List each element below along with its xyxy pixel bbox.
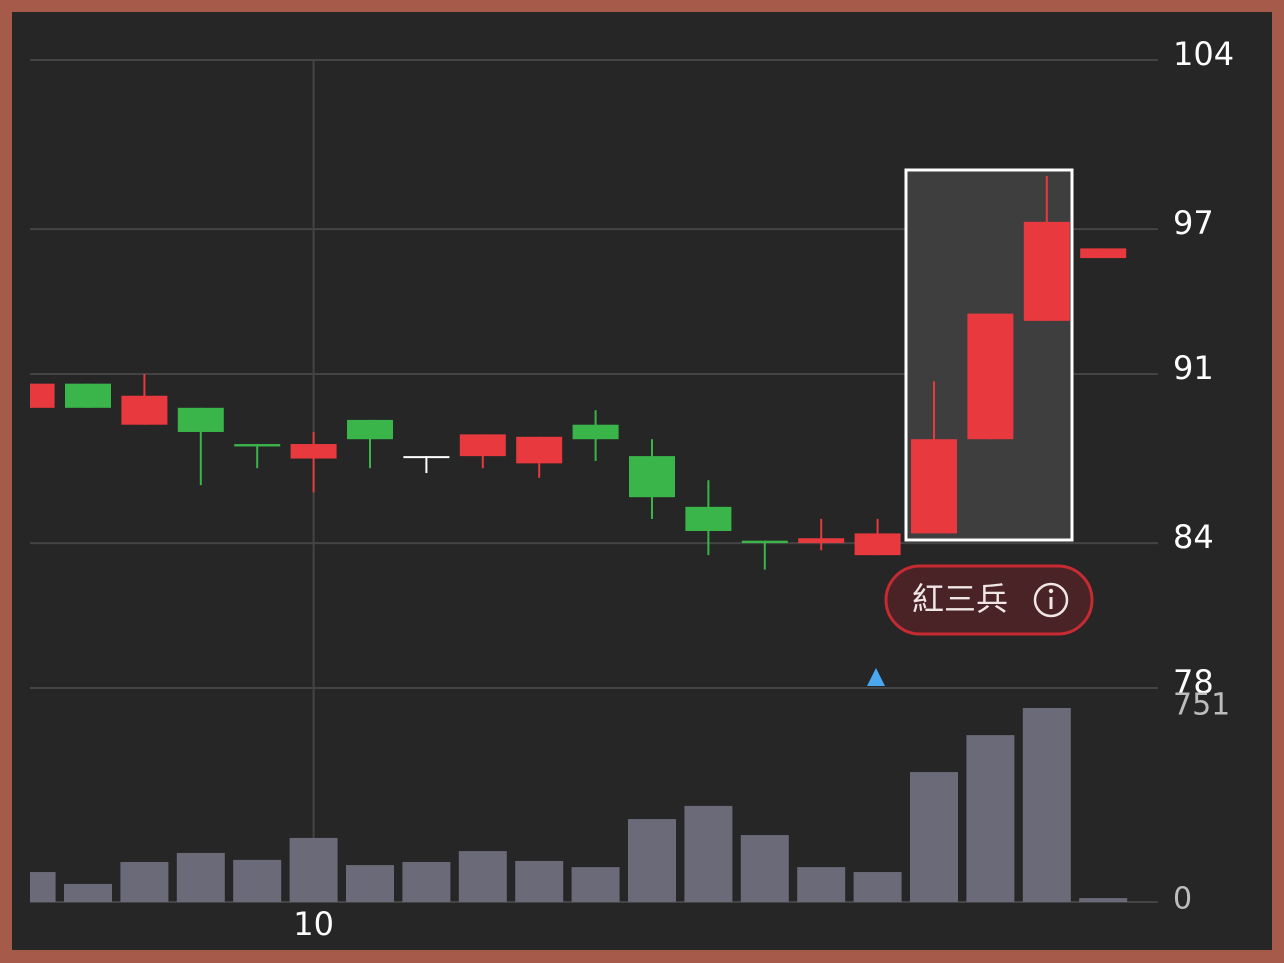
- candle-body: [572, 424, 619, 440]
- volume-bar: [176, 852, 225, 902]
- y-tick-label: 84: [1173, 518, 1214, 556]
- volume-tick-label: 0: [1173, 882, 1192, 917]
- volume-bar: [30, 872, 56, 902]
- volume-bar: [966, 735, 1015, 902]
- volume-bar: [346, 865, 394, 902]
- volume-bar: [853, 872, 902, 902]
- pattern-name: 紅三兵: [912, 580, 1008, 618]
- candle-body: [121, 395, 168, 425]
- volume-bar: [1022, 708, 1071, 902]
- y-tick-label: 97: [1173, 204, 1214, 242]
- volume-bar: [571, 867, 620, 902]
- candle-body: [516, 436, 563, 464]
- volume-bar: [684, 805, 733, 902]
- candle-body: [741, 540, 788, 544]
- y-tick-label: 91: [1173, 349, 1214, 387]
- candle-body: [1023, 221, 1070, 321]
- candles: [30, 175, 1127, 570]
- candle-body: [854, 533, 901, 556]
- volume-bar: [458, 851, 507, 902]
- volume-bar: [910, 772, 958, 902]
- volume-bar: [233, 859, 282, 902]
- volume-bar: [628, 819, 676, 902]
- candle-body: [459, 434, 506, 457]
- volume-bar: [515, 860, 564, 902]
- candle-body: [685, 506, 732, 531]
- volume-bar: [120, 861, 169, 902]
- volume-tick-label: 751: [1173, 688, 1230, 723]
- volume-bar: [740, 835, 789, 902]
- candle-body: [290, 444, 337, 459]
- candle-body: [1080, 248, 1127, 259]
- volume-bar: [1079, 898, 1128, 902]
- x-tick-label: 10: [293, 905, 334, 943]
- candle-body: [347, 419, 393, 440]
- candle-body: [177, 407, 224, 432]
- candle-body: [967, 313, 1014, 440]
- pattern-pill[interactable]: [884, 564, 1094, 636]
- candle-body: [403, 456, 450, 459]
- info-icon[interactable]: [1033, 582, 1069, 618]
- candle-body: [65, 383, 111, 408]
- candle-body: [911, 439, 957, 534]
- volume-bar: [797, 867, 846, 902]
- candle-body: [629, 456, 675, 498]
- info-icon-dot: [1048, 588, 1054, 594]
- volume-bar: [402, 861, 451, 902]
- volume-bar: [289, 837, 338, 902]
- candle-body: [798, 538, 845, 544]
- volume-bar: [64, 883, 112, 902]
- y-tick-label: 104: [1173, 35, 1234, 73]
- signal-marker: [867, 668, 885, 686]
- pattern-label[interactable]: 紅三兵: [884, 564, 1094, 636]
- volume-bars: [30, 708, 1128, 902]
- candle-body: [234, 444, 281, 447]
- y-tick-label: 78: [1173, 663, 1214, 701]
- candle-body: [30, 383, 55, 408]
